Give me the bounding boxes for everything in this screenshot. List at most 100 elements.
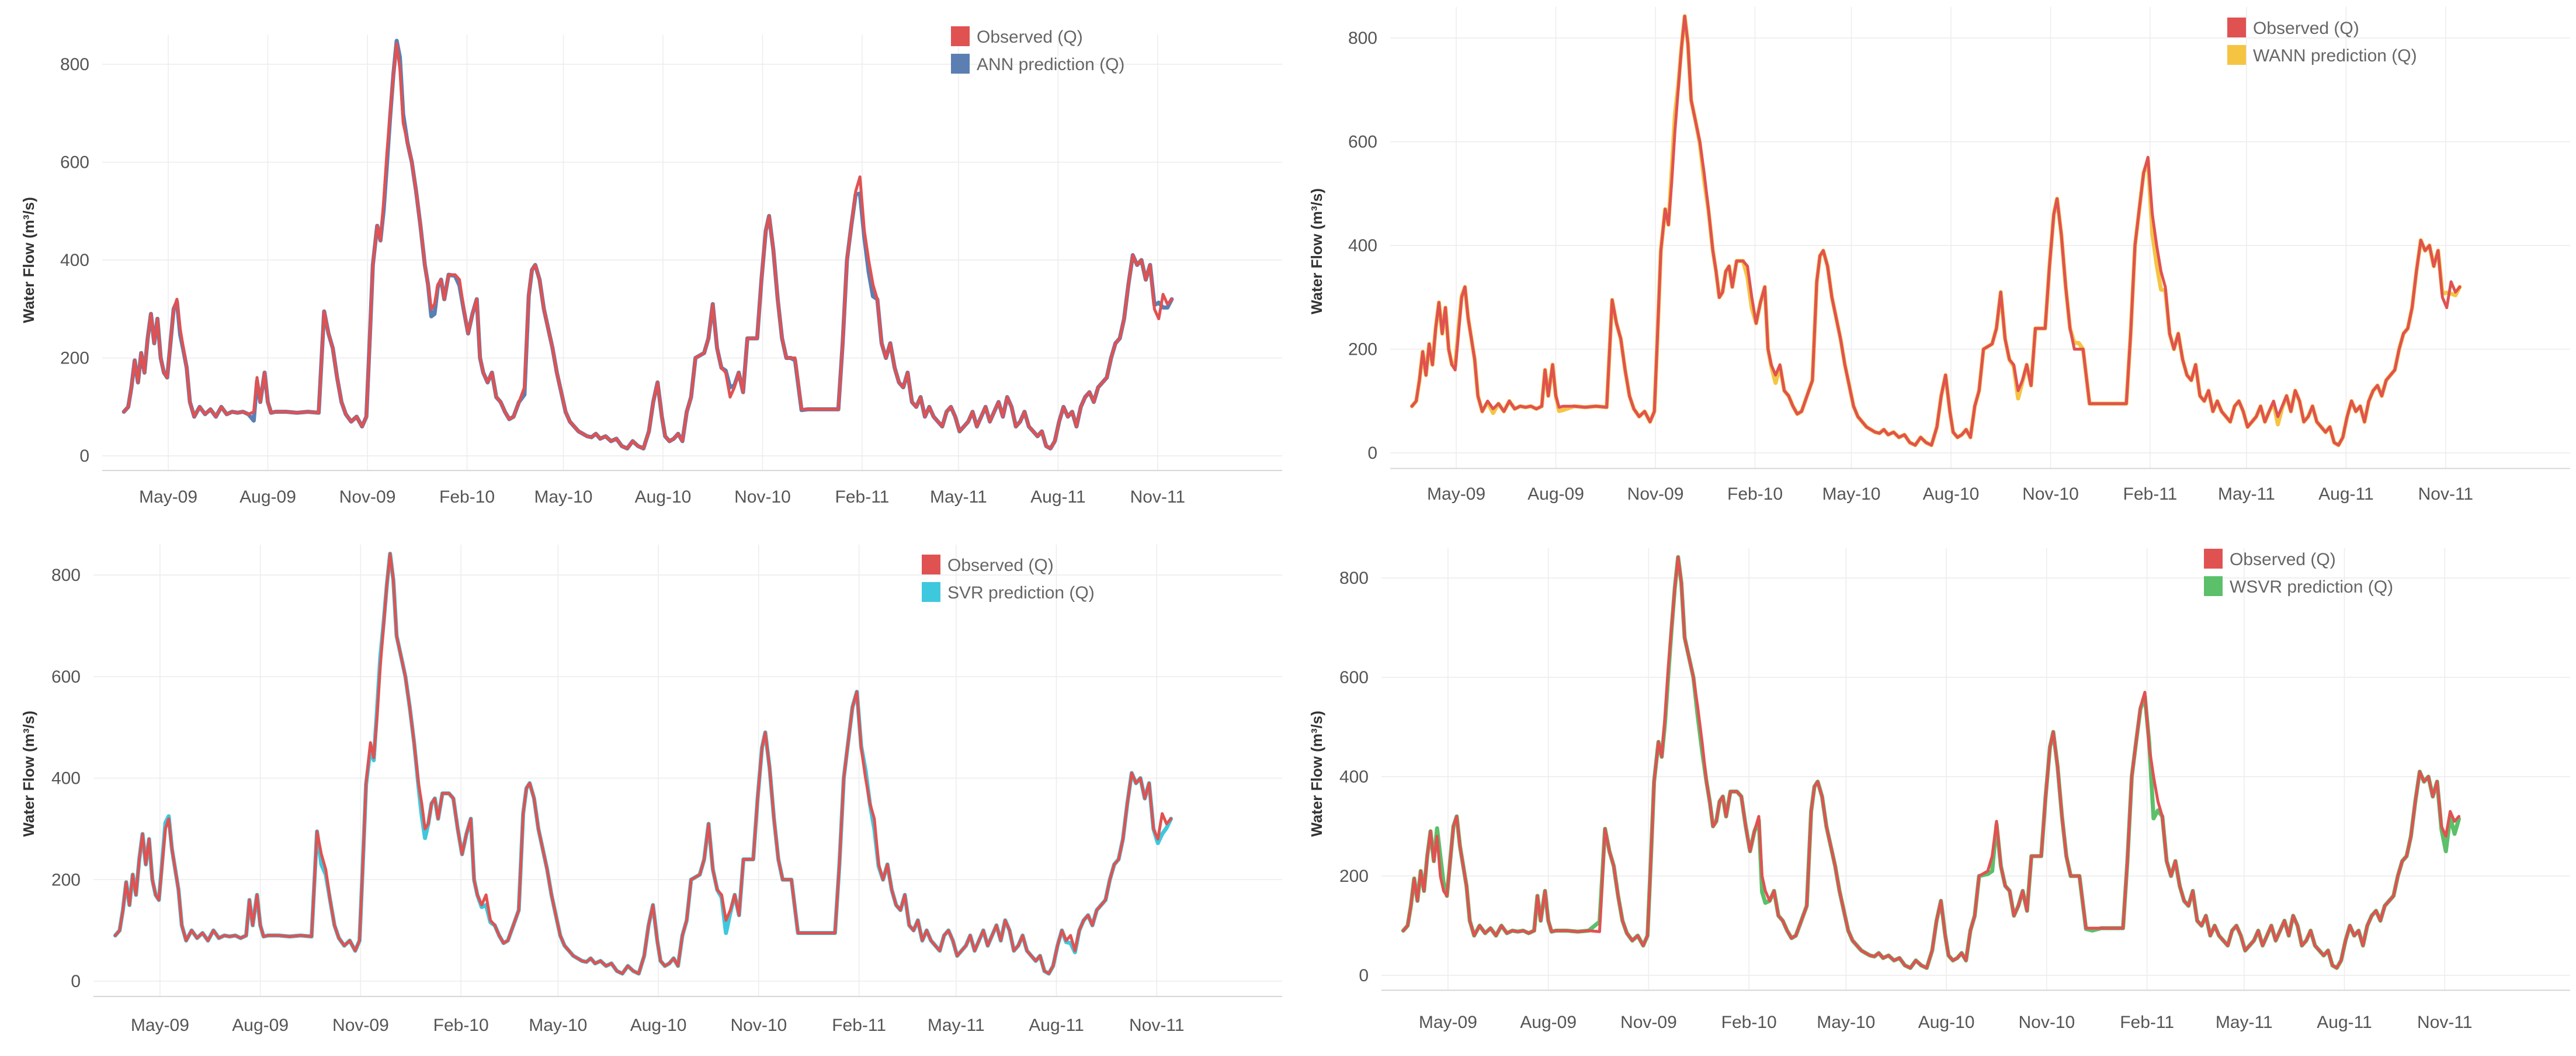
legend-label: SVR prediction (Q) xyxy=(947,583,1095,603)
chart-panel-wsvr: 0 200 400 600 800 May-09 Aug-09 Nov-09 Feb-10 May… xyxy=(1288,528,2576,1056)
y-tick-label: 400 xyxy=(1348,236,1377,255)
y-tick-label: 400 xyxy=(60,251,89,270)
x-tick-label: Feb-11 xyxy=(835,487,890,507)
x-tick-label: May-09 xyxy=(131,1016,189,1035)
y-tick-label: 0 xyxy=(79,446,89,466)
legend-swatch xyxy=(2227,18,2246,37)
legend-label: WANN prediction (Q) xyxy=(2253,46,2417,65)
x-tick-label: Nov-11 xyxy=(1130,487,1185,507)
y-tick-label: 800 xyxy=(1348,29,1377,48)
x-tick-label: Aug-10 xyxy=(635,487,692,507)
chart-svg: 0 200 400 600 800 May-09 Aug-09 Nov-09 Feb-10 May… xyxy=(1308,6,2570,504)
x-tick-label: Feb-10 xyxy=(1727,484,1783,504)
x-tick-label: Feb-11 xyxy=(2120,1013,2174,1032)
y-tick-label: 0 xyxy=(71,972,81,991)
legend: Observed (Q) WANN prediction (Q) xyxy=(2227,18,2417,65)
legend-swatch xyxy=(2204,549,2223,569)
legend-swatch xyxy=(922,582,940,602)
series-line-observed-q xyxy=(1410,15,2462,447)
legend: Observed (Q) ANN prediction (Q) xyxy=(951,26,1124,74)
y-tick-label: 200 xyxy=(1339,867,1369,886)
legend-label: ANN prediction (Q) xyxy=(977,55,1124,74)
x-tick-label: Nov-11 xyxy=(2417,1013,2472,1032)
chart-panel-ann: 0 200 400 600 800 May-09 Aug-09 Nov-09 Feb-10 May… xyxy=(0,0,1288,528)
series-line-wsvr-prediction-q xyxy=(1401,555,2462,970)
x-tick-label: Aug-11 xyxy=(2318,484,2374,504)
y-tick-label: 600 xyxy=(1348,133,1377,152)
x-tick-label: Nov-09 xyxy=(1620,1013,1677,1032)
y-tick-label: 600 xyxy=(51,667,81,687)
x-tick-label: Feb-11 xyxy=(832,1016,886,1035)
y-axis-label: Water Flow (m³/s) xyxy=(1308,188,1325,314)
x-tick-label: Feb-10 xyxy=(1721,1013,1777,1032)
y-tick-label: 800 xyxy=(60,55,89,74)
chart-svg: 0 200 400 600 800 May-09 Aug-09 Nov-09 Feb-10 May… xyxy=(20,544,1282,1035)
y-tick-label: 0 xyxy=(1359,966,1369,985)
x-tick-label: Nov-09 xyxy=(339,487,396,507)
x-tick-label: Aug-09 xyxy=(239,487,296,507)
x-tick-label: May-11 xyxy=(2218,484,2275,504)
x-tick-label: Nov-10 xyxy=(734,487,791,507)
x-tick-label: May-10 xyxy=(529,1016,587,1035)
x-tick-label: May-09 xyxy=(1427,484,1485,504)
series-line-wann-prediction-q xyxy=(1409,14,2462,448)
x-tick-label: Aug-11 xyxy=(1030,487,1086,507)
x-tick-label: Aug-11 xyxy=(2317,1013,2372,1032)
y-tick-label: 600 xyxy=(60,153,89,172)
legend-swatch xyxy=(951,54,970,74)
x-tick-label: May-11 xyxy=(930,487,987,507)
x-tick-label: Aug-10 xyxy=(1923,484,1980,504)
y-tick-label: 400 xyxy=(1339,767,1369,787)
chart-svg: 0 200 400 600 800 May-09 Aug-09 Nov-09 Feb-10 May… xyxy=(20,26,1282,507)
x-tick-label: Feb-10 xyxy=(433,1016,489,1035)
x-tick-label: Nov-09 xyxy=(1627,484,1684,504)
series-line-observed-q xyxy=(1401,555,2461,970)
x-tick-label: Feb-11 xyxy=(2123,484,2178,504)
legend-swatch xyxy=(951,26,970,46)
y-axis-label: Water Flow (m³/s) xyxy=(20,711,37,837)
y-tick-label: 200 xyxy=(51,870,81,889)
x-tick-label: Aug-09 xyxy=(1520,1013,1577,1032)
legend-label: Observed (Q) xyxy=(2230,550,2336,569)
y-axis-label: Water Flow (m³/s) xyxy=(20,197,37,323)
y-tick-label: 400 xyxy=(51,769,81,788)
legend-swatch xyxy=(2204,576,2223,596)
x-tick-label: Nov-09 xyxy=(332,1016,389,1035)
chart-svg: 0 200 400 600 800 May-09 Aug-09 Nov-09 Feb-10 May… xyxy=(1308,548,2570,1032)
y-tick-label: 800 xyxy=(1339,569,1369,588)
x-tick-label: Nov-10 xyxy=(2018,1013,2075,1032)
x-tick-label: Feb-10 xyxy=(439,487,495,507)
chart-panel-wann: 0 200 400 600 800 May-09 Aug-09 Nov-09 Feb-10 May… xyxy=(1288,0,2576,528)
series-line-observed-q xyxy=(122,42,1174,450)
x-tick-label: Nov-10 xyxy=(2022,484,2079,504)
x-tick-label: May-11 xyxy=(928,1016,985,1035)
x-tick-label: Aug-11 xyxy=(1029,1016,1084,1035)
y-axis-label: Water Flow (m³/s) xyxy=(1308,711,1325,837)
y-tick-label: 0 xyxy=(1367,444,1377,463)
series-line-ann-prediction-q xyxy=(121,39,1174,451)
x-tick-label: Aug-10 xyxy=(1918,1013,1975,1032)
x-tick-label: Aug-09 xyxy=(232,1016,289,1035)
y-tick-label: 600 xyxy=(1339,668,1369,687)
x-tick-label: May-10 xyxy=(1822,484,1880,504)
x-tick-label: May-10 xyxy=(534,487,592,507)
series-line-svr-prediction-q xyxy=(113,552,1174,976)
legend-label: Observed (Q) xyxy=(2253,19,2359,38)
x-tick-label: Nov-10 xyxy=(730,1016,787,1035)
y-tick-label: 200 xyxy=(1348,340,1377,359)
legend-label: WSVR prediction (Q) xyxy=(2230,577,2393,597)
legend-swatch xyxy=(2227,45,2246,65)
legend: Observed (Q) SVR prediction (Q) xyxy=(922,555,1095,603)
series-line-observed-q xyxy=(113,552,1173,975)
y-tick-label: 200 xyxy=(60,349,89,368)
x-tick-label: Nov-11 xyxy=(2418,484,2473,504)
legend: Observed (Q) WSVR prediction (Q) xyxy=(2204,549,2393,597)
x-tick-label: May-11 xyxy=(2216,1013,2273,1032)
chart-panel-svr: 0 200 400 600 800 May-09 Aug-09 Nov-09 Feb-10 May… xyxy=(0,528,1288,1056)
legend-swatch xyxy=(922,555,940,574)
x-tick-label: May-10 xyxy=(1817,1013,1875,1032)
x-tick-label: May-09 xyxy=(139,487,197,507)
legend-label: Observed (Q) xyxy=(977,27,1083,47)
x-tick-label: Aug-10 xyxy=(630,1016,687,1035)
x-tick-label: Aug-09 xyxy=(1527,484,1584,504)
